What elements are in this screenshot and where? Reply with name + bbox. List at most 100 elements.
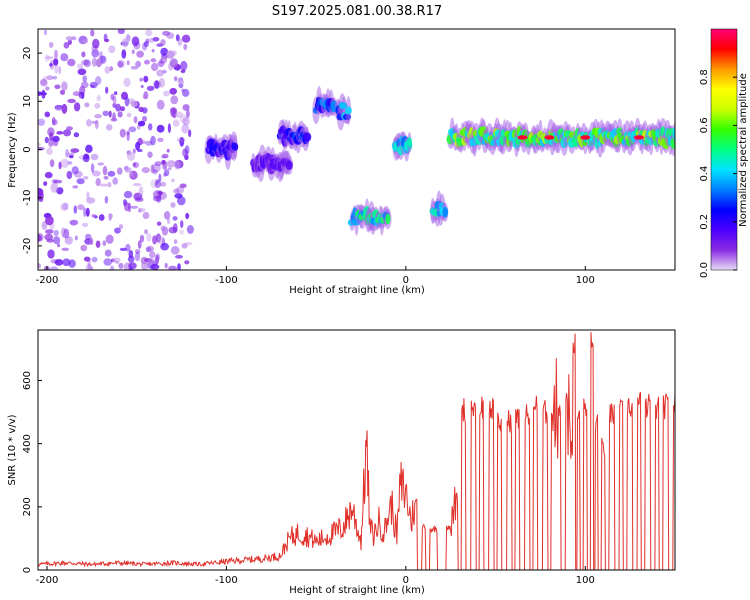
spectrogram-blob [70, 148, 80, 154]
x-tick-label: 0 [403, 275, 409, 286]
spectrogram-blob [160, 47, 169, 56]
spectrogram-blob [38, 234, 42, 242]
spectrogram-blob [162, 69, 167, 74]
spectrogram-blob [91, 57, 97, 67]
spectrogram-blob [160, 56, 168, 64]
spectrogram-blob [126, 131, 130, 142]
spectrogram-blob [87, 258, 91, 268]
spectrogram-blob [65, 36, 73, 41]
spectrogram-blob [73, 132, 80, 138]
spectrogram-blob [104, 249, 112, 257]
spectrogram-blob [67, 152, 75, 156]
spectrogram-blob [131, 36, 140, 47]
spectrogram-blob [60, 158, 69, 168]
spectrogram-blob [69, 219, 79, 226]
spectrogram-blob [95, 76, 102, 85]
spectrogram-blob [132, 183, 142, 187]
spectrogram-blob [119, 247, 128, 251]
spectrogram-blob [119, 106, 126, 112]
spectrogram-blob [44, 54, 50, 62]
spectrogram-blob [83, 207, 87, 218]
spectrogram-blob [134, 197, 144, 202]
spectrogram-blob [92, 38, 100, 49]
spectrogram-blob [155, 178, 160, 185]
colorbar-tick-label: 0.8 [699, 69, 710, 85]
spectrogram-blob [168, 265, 177, 270]
spectrogram-blob [104, 38, 110, 43]
spectrogram-blob [108, 45, 116, 54]
spectrogram-blob [110, 93, 115, 101]
spectrogram-blob [148, 123, 153, 131]
spectrogram-blob [102, 110, 109, 117]
x-tick-label: -100 [215, 575, 238, 586]
spectrogram-blob [104, 66, 111, 74]
spectrogram-blob [178, 82, 184, 89]
spectrogram-blob [73, 170, 83, 178]
spectrogram-blob [60, 203, 68, 211]
spectrogram-blob [145, 245, 154, 252]
spectrogram-blob [164, 262, 168, 269]
spectrogram-blob [95, 58, 102, 68]
spectrogram-blob [177, 196, 186, 206]
spectrogram-blob [124, 201, 130, 212]
spectrogram-feature [250, 144, 294, 182]
spectrogram-blob [152, 169, 158, 175]
snr-panel: -200 -100 0 100 0 200 400 600 Height of straig… [7, 329, 676, 596]
spectrogram-blob [53, 138, 59, 147]
spectrogram-blob [82, 75, 88, 83]
spectrogram-blob [139, 77, 144, 82]
spectrogram-blob [100, 55, 107, 64]
spectrogram-blob [121, 49, 127, 59]
spectrogram-blob [130, 100, 138, 108]
spectrogram-blob [174, 160, 181, 170]
spectrogram-blob [148, 258, 155, 265]
spectrogram-blob [150, 179, 158, 189]
spectrogram-blob [146, 85, 155, 91]
spectrogram-blob [66, 126, 73, 131]
spectrogram-blob [163, 211, 171, 220]
spectrogram-blob [128, 126, 137, 133]
spectrogram-blob [156, 99, 165, 110]
spectrogram-blob [85, 207, 90, 217]
spectrogram-blob [108, 110, 112, 118]
spectrogram-blob [107, 181, 112, 188]
spectrogram-blob [54, 49, 58, 60]
spectrogram-blob [150, 58, 157, 63]
spectrogram-blob [163, 169, 170, 177]
colorbar-label: Normalized spectral amplitude [738, 73, 749, 227]
spectrogram-blob [138, 186, 144, 197]
spectrogram-blob [105, 234, 114, 244]
spectrogram-blob [140, 85, 144, 88]
snr-x-axis-label: Height of straight line (km) [289, 585, 425, 596]
spectrogram-blob [175, 254, 183, 259]
spectrogram-blob [58, 66, 62, 75]
spectrogram-y-ticks: -20 -10 0 10 20 [22, 47, 42, 254]
spectrogram-blob [179, 183, 187, 189]
spectrogram-blob [91, 214, 97, 218]
spectrogram-marks [38, 29, 675, 270]
spectrogram-blob [99, 183, 108, 187]
spectrogram-blob [72, 185, 79, 189]
spectrogram-blob [132, 162, 137, 167]
spectrogram-blob [49, 41, 54, 49]
spectrogram-blob [99, 51, 103, 60]
spectrogram-blob [184, 260, 190, 265]
snr-x-ticks: -200 -100 0 100 [36, 566, 595, 586]
spectrogram-blob [163, 90, 170, 97]
y-tick-label: 20 [22, 47, 33, 60]
spectrogram-y-axis-label: Frequency (Hz) [7, 112, 18, 188]
spectrogram-blob [142, 211, 150, 220]
spectrogram-blob [46, 238, 54, 243]
spectrogram-blob [45, 56, 54, 60]
spectrogram-blob [184, 242, 193, 246]
spectrogram-blob [68, 154, 74, 159]
spectrogram-blob [104, 195, 109, 204]
spectrogram-blob [61, 103, 68, 114]
spectrogram-feature [446, 117, 675, 158]
spectrogram-blob [96, 95, 101, 102]
spectrogram-blob [85, 233, 92, 241]
spectrogram-blob [127, 255, 135, 263]
spectrogram-blob [157, 235, 165, 245]
spectrogram-blob [173, 76, 178, 82]
